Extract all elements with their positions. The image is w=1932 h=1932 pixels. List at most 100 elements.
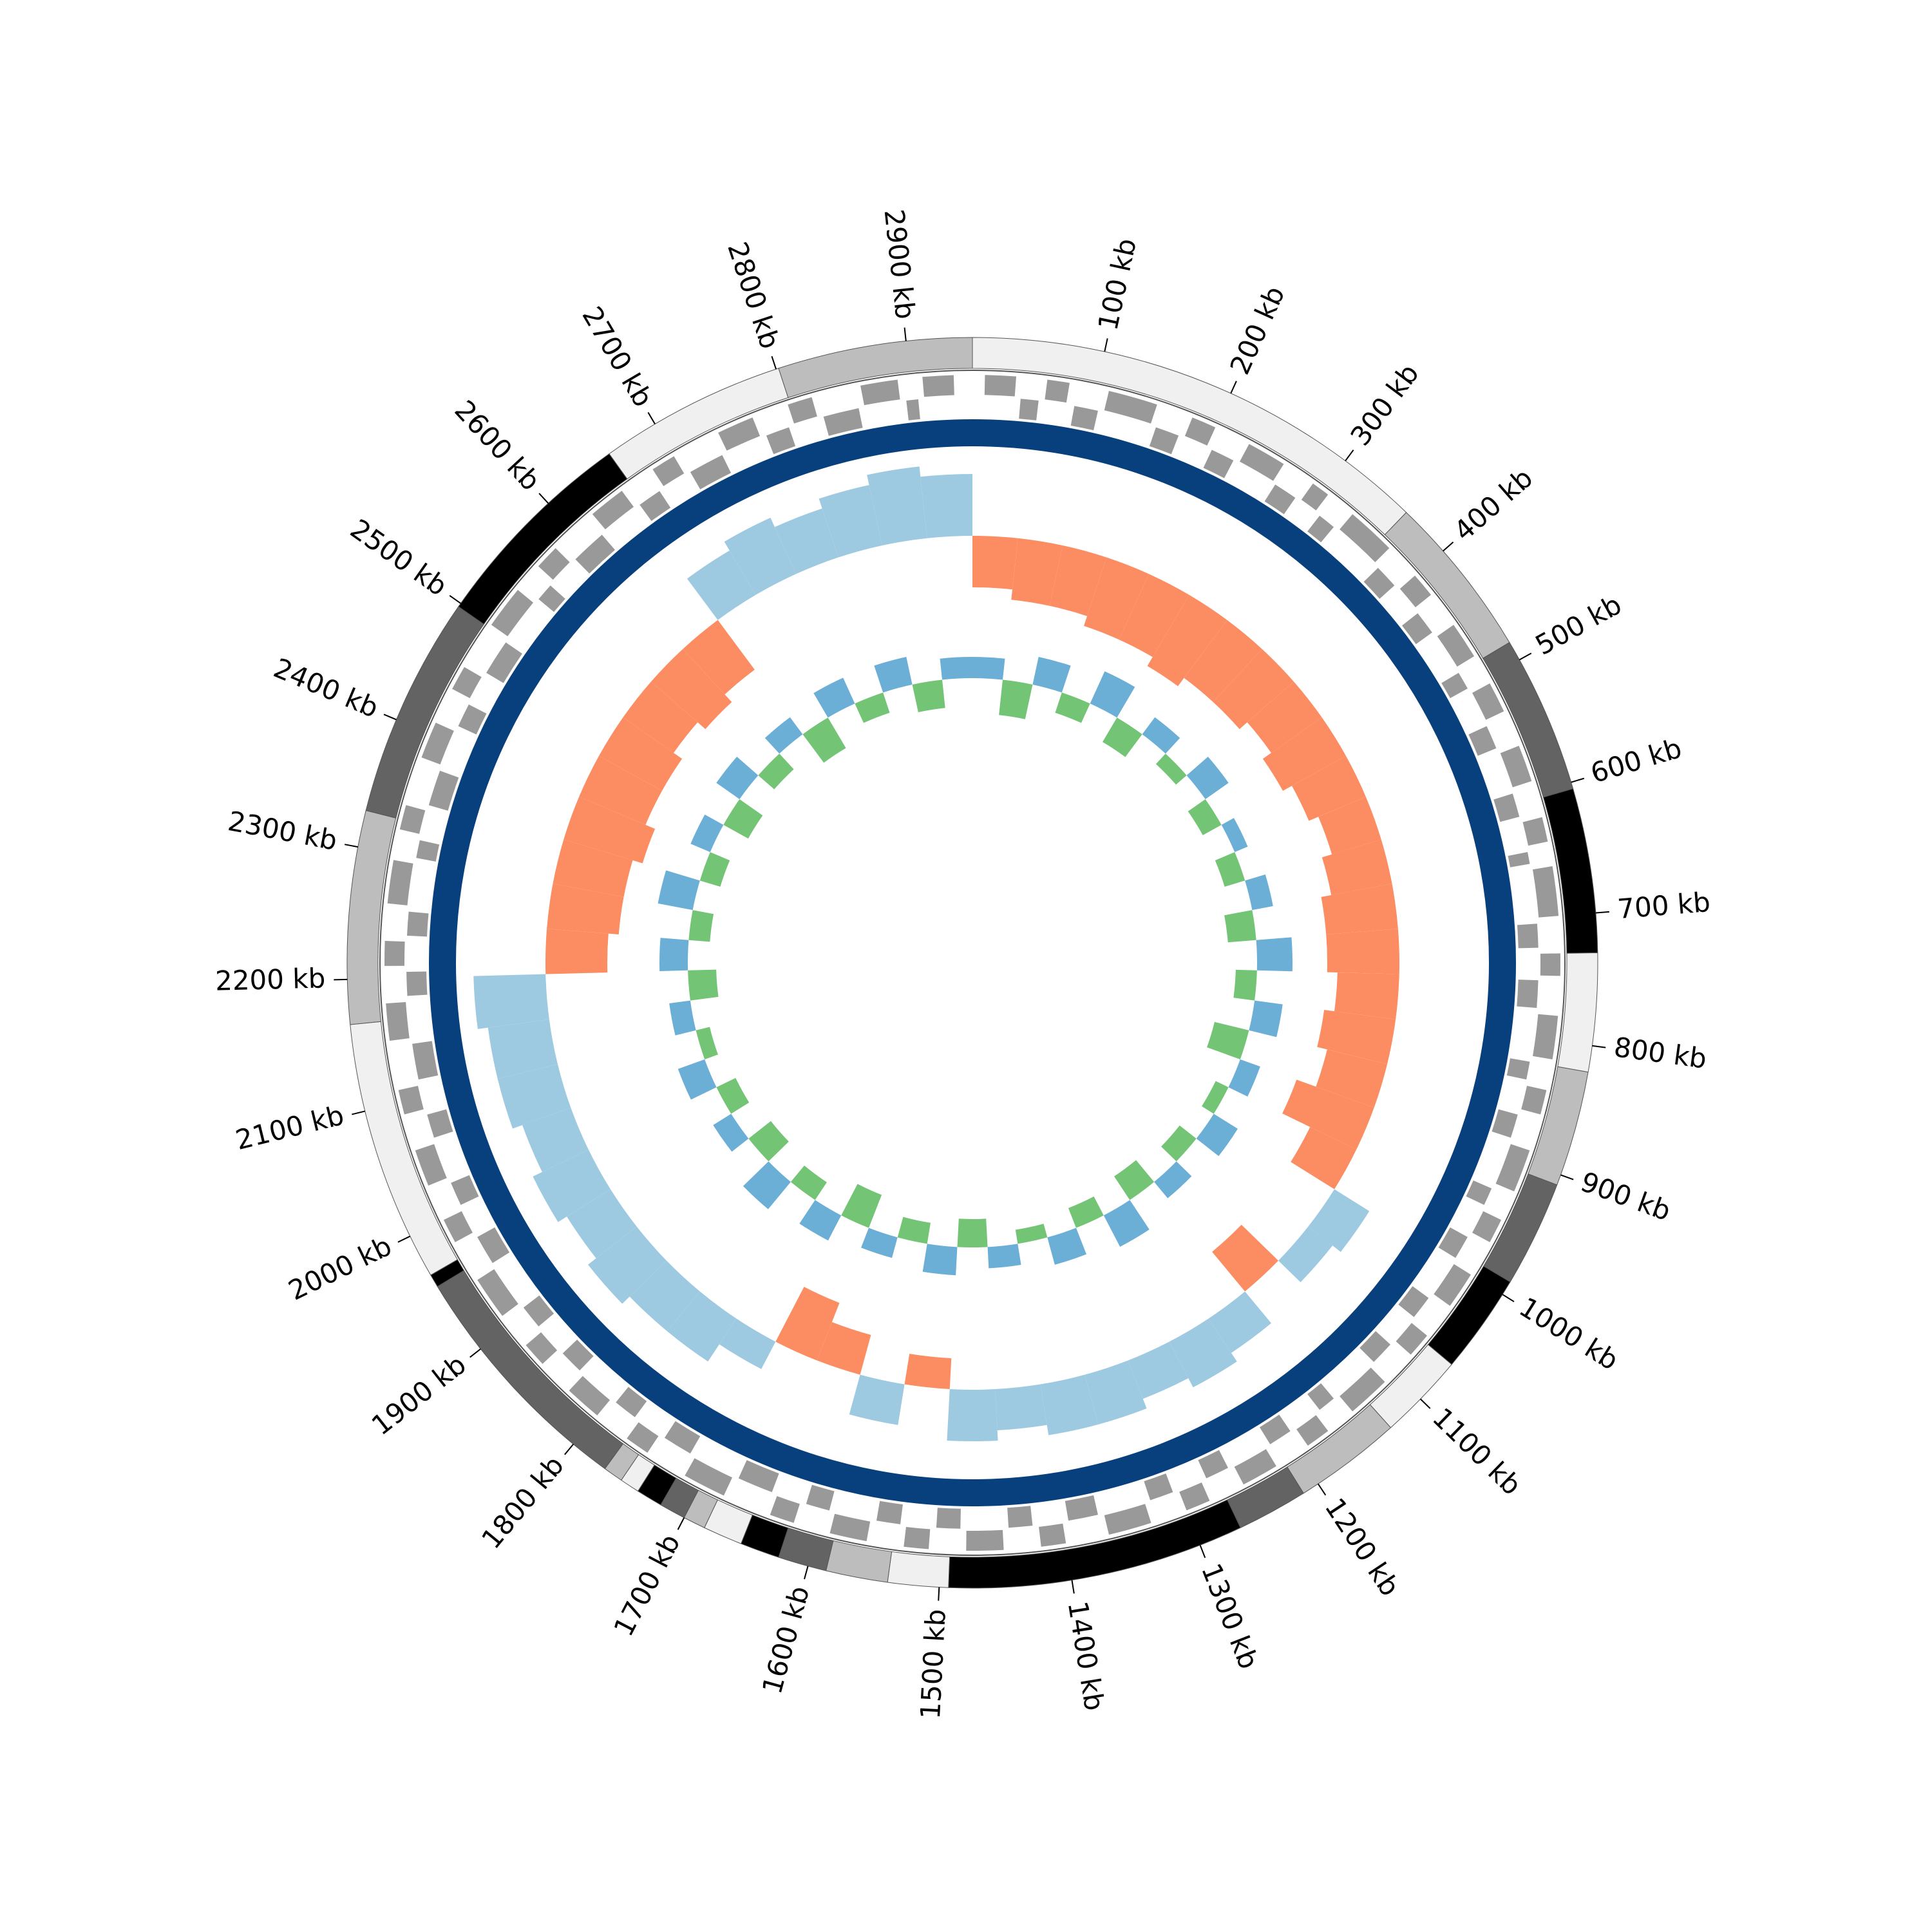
- gene: [523, 1295, 554, 1327]
- signal-bar: [1207, 1021, 1249, 1059]
- signal-bar: [724, 517, 797, 595]
- signal-bar: [957, 1218, 988, 1248]
- gene: [922, 375, 954, 397]
- contig: [887, 1551, 951, 1588]
- tick-label: 2600 kb: [448, 394, 546, 497]
- signal-bar: [1233, 969, 1257, 1001]
- gene: [1296, 1415, 1329, 1446]
- gene: [1184, 417, 1216, 446]
- signal-bar: [1055, 692, 1090, 723]
- signal-bar: [922, 1244, 958, 1276]
- signal-bar: [743, 1161, 791, 1209]
- signal-bar: [497, 1064, 571, 1129]
- signal-bar: [553, 839, 633, 897]
- tick-mark: [564, 1443, 574, 1455]
- gene: [718, 417, 761, 451]
- signal-bar: [599, 717, 683, 791]
- tick-mark: [904, 327, 907, 341]
- signal-bar: [1015, 1224, 1048, 1244]
- tick-mark: [1519, 652, 1532, 661]
- signal-bar: [987, 1244, 1021, 1269]
- gene: [1468, 726, 1497, 756]
- contig: [825, 1540, 893, 1583]
- gene: [1522, 817, 1548, 846]
- tick-mark: [449, 594, 462, 604]
- gene: [1493, 793, 1520, 822]
- gene: [1521, 1086, 1547, 1115]
- tick-mark: [771, 355, 777, 370]
- signal-bar: [533, 1149, 611, 1222]
- tick-label: 1300 kb: [1195, 1559, 1265, 1673]
- signal-bar: [1084, 1360, 1147, 1425]
- gene: [1466, 1180, 1492, 1205]
- gene: [1307, 1383, 1334, 1410]
- gene: [1198, 1450, 1228, 1479]
- gene: [1398, 1286, 1429, 1318]
- gene: [806, 1484, 835, 1511]
- signal-bar: [488, 1019, 558, 1079]
- signal-bar: [1245, 874, 1273, 911]
- signal-bar: [1184, 620, 1262, 703]
- signal-bar: [1119, 574, 1189, 658]
- gene: [966, 1530, 1004, 1551]
- gene: [562, 1340, 594, 1371]
- signal-bar: [874, 656, 913, 693]
- gene: [1144, 1473, 1173, 1501]
- gene: [1540, 953, 1560, 976]
- signal-bar: [1103, 717, 1142, 757]
- signal-bar: [841, 1184, 882, 1228]
- gene: [458, 704, 487, 735]
- gene: [526, 1332, 558, 1364]
- signal-bar: [813, 677, 855, 718]
- gene: [1363, 567, 1395, 599]
- tick-mark: [938, 1587, 940, 1601]
- signal-bar: [1142, 717, 1180, 754]
- signal-bar: [579, 755, 663, 825]
- tick-label: 1700 kb: [607, 1529, 686, 1642]
- gene: [1359, 1331, 1391, 1362]
- signal-bar: [690, 814, 724, 853]
- contig: [1427, 1265, 1511, 1365]
- gene: [1500, 745, 1532, 788]
- gene: [538, 548, 570, 580]
- signal-bar: [819, 485, 882, 558]
- gene: [1070, 406, 1098, 431]
- gene: [1149, 427, 1179, 455]
- signal-bar: [972, 536, 1018, 590]
- tick-mark: [352, 1110, 365, 1115]
- tick-label: 1800 kb: [475, 1450, 570, 1555]
- signal-bar: [1228, 1059, 1260, 1097]
- signal-bar: [683, 620, 755, 695]
- signal-bar: [1291, 1126, 1357, 1189]
- signal-bar: [1040, 1374, 1099, 1435]
- tick-label: 2300 kb: [225, 805, 339, 857]
- signal-bar: [999, 679, 1033, 719]
- gene: [407, 911, 429, 937]
- signal-bar: [995, 1384, 1047, 1430]
- signal-bar: [972, 657, 1005, 680]
- signal-bar: [904, 1354, 952, 1390]
- signal-bar: [688, 910, 714, 942]
- signal-bar: [696, 1027, 718, 1059]
- gene: [416, 840, 440, 862]
- signal-bar: [687, 550, 756, 620]
- signal-bar: [1318, 797, 1381, 855]
- gene: [1264, 484, 1296, 515]
- gene: [1437, 625, 1475, 667]
- tick-label: 300 kb: [1344, 358, 1425, 451]
- signal-bar: [547, 884, 624, 935]
- tick-mark: [1419, 1398, 1431, 1409]
- tick-label: 1900 kb: [366, 1349, 472, 1441]
- signal-bar: [716, 756, 759, 799]
- tick-mark: [1104, 338, 1108, 352]
- signal-bar: [713, 1113, 749, 1152]
- signal-bar: [669, 1000, 696, 1036]
- tick-label: 800 kb: [1612, 1031, 1709, 1075]
- tick-mark: [647, 412, 656, 424]
- signal-bar: [1169, 1318, 1237, 1388]
- signal-bar: [1154, 1161, 1192, 1198]
- signal-bar: [867, 466, 927, 545]
- signal-bar: [855, 692, 890, 723]
- gene: [766, 427, 796, 455]
- gene-track-border: [379, 370, 1566, 1556]
